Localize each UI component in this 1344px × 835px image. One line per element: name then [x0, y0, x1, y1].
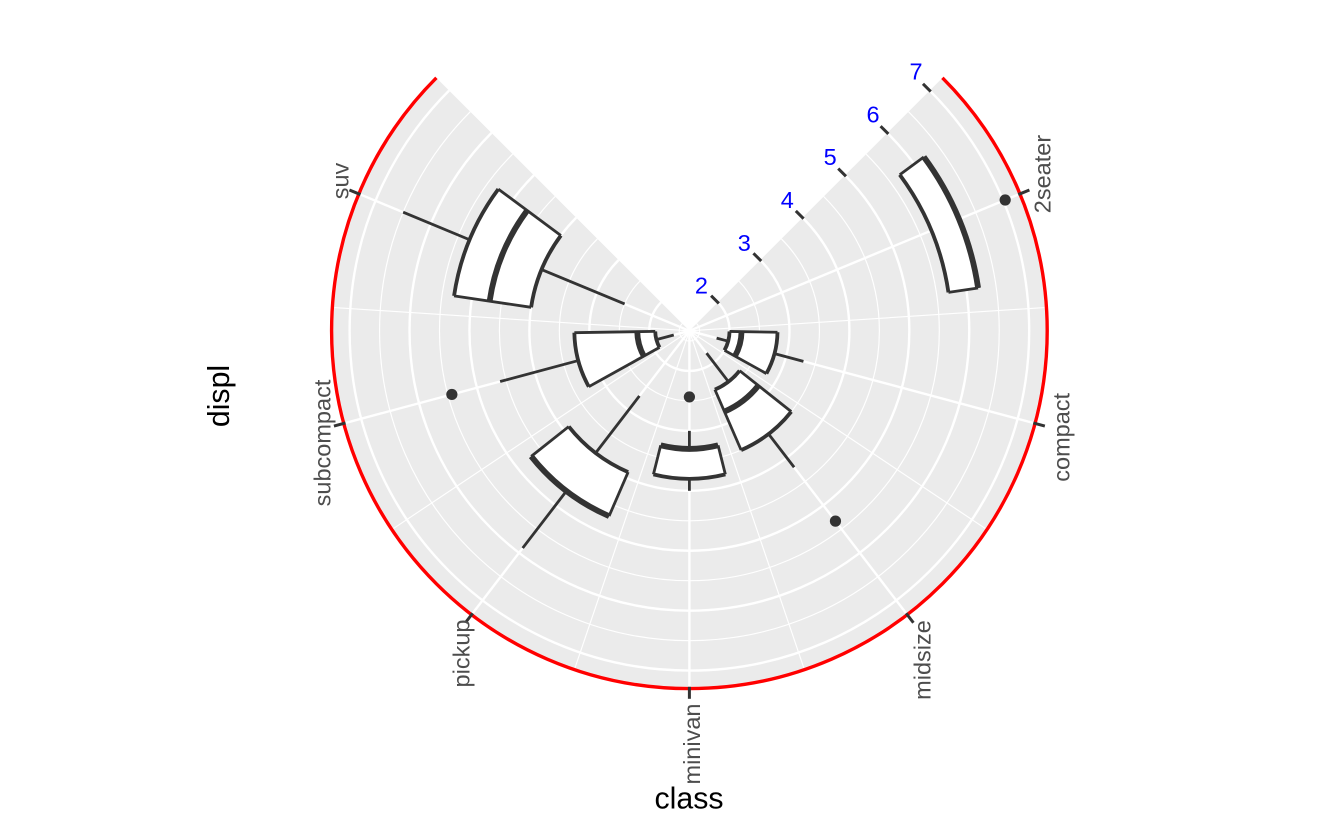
- svg-text:7: 7: [909, 59, 922, 85]
- svg-text:6: 6: [867, 101, 880, 127]
- svg-text:minivan: minivan: [679, 704, 705, 785]
- svg-text:2seater: 2seater: [1029, 135, 1055, 214]
- svg-text:compact: compact: [1048, 392, 1074, 481]
- svg-text:5: 5: [824, 144, 837, 170]
- svg-text:3: 3: [738, 230, 751, 256]
- svg-text:suv: suv: [327, 162, 353, 199]
- svg-text:2: 2: [695, 273, 708, 299]
- svg-text:midsize: midsize: [909, 620, 935, 700]
- svg-text:4: 4: [781, 187, 794, 213]
- svg-text:class: class: [654, 783, 723, 816]
- svg-text:displ: displ: [203, 365, 236, 427]
- svg-text:pickup: pickup: [448, 620, 474, 688]
- svg-text:subcompact: subcompact: [309, 379, 335, 506]
